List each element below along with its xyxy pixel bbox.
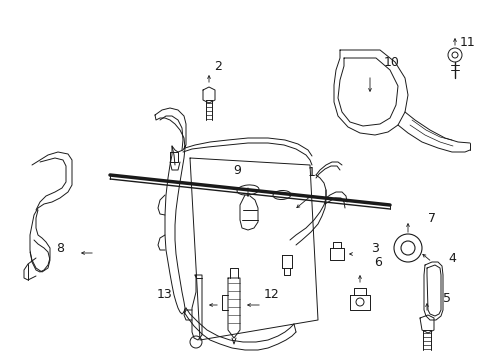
Text: 13: 13: [157, 288, 173, 302]
Text: 12: 12: [264, 288, 279, 302]
Text: 9: 9: [233, 163, 241, 176]
Text: 3: 3: [370, 242, 378, 255]
Text: 7: 7: [427, 211, 435, 225]
Text: 6: 6: [373, 256, 381, 269]
Text: 5: 5: [442, 292, 450, 305]
Text: 1: 1: [307, 166, 315, 179]
Text: 2: 2: [214, 60, 222, 73]
Text: 4: 4: [447, 252, 455, 265]
Text: 8: 8: [56, 242, 64, 255]
Text: 10: 10: [383, 57, 399, 69]
Text: 11: 11: [459, 36, 475, 49]
